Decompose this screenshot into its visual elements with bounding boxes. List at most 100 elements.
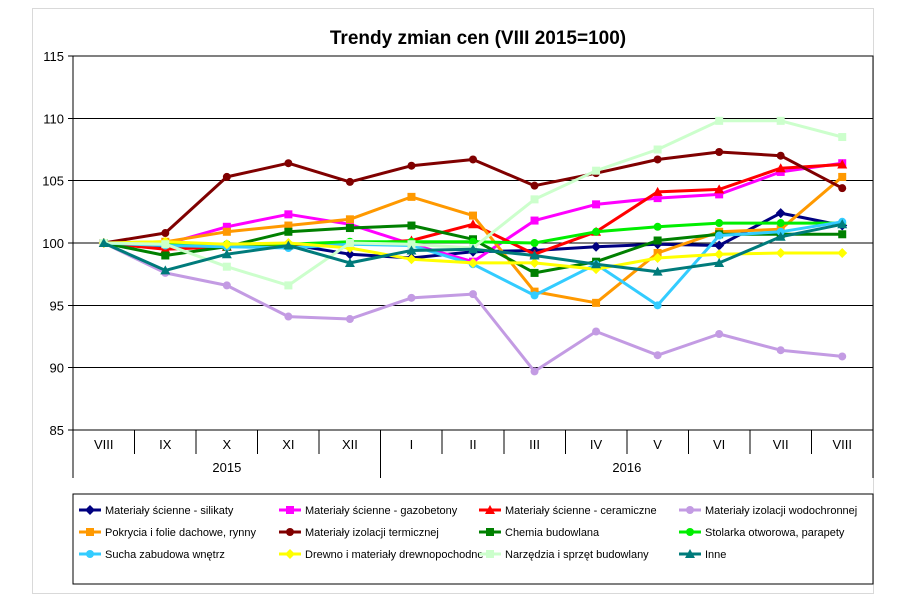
legend-swatch-marker bbox=[486, 528, 494, 536]
data-point-materialy-izolacji-wodochronnej bbox=[653, 351, 662, 360]
data-point-narzedzia-i-sprzet-budowlany bbox=[222, 262, 231, 271]
data-point-materialy-scienne-gazobetony bbox=[222, 222, 231, 231]
data-point-materialy-scienne-gazobetony bbox=[715, 190, 724, 199]
legend-label: Materiały ścienne - ceramiczne bbox=[505, 505, 657, 517]
legend-label: Narzędzia i sprzęt budowlany bbox=[505, 549, 649, 561]
data-point-materialy-scienne-gazobetony bbox=[592, 200, 601, 209]
data-point-materialy-scienne-ceramiczne bbox=[652, 186, 663, 196]
data-point-materialy-izolacji-wodochronnej bbox=[715, 330, 724, 339]
x-tick-label: XII bbox=[342, 437, 358, 452]
x-tick-label: V bbox=[653, 437, 662, 452]
y-tick-label: 110 bbox=[43, 111, 64, 126]
data-point-materialy-izolacji-termicznej bbox=[715, 147, 724, 156]
x-tick-label: IX bbox=[159, 437, 172, 452]
data-point-materialy-izolacji-wodochronnej bbox=[469, 290, 477, 299]
data-point-drewno-i-materialy-drewnopochodne bbox=[468, 257, 478, 268]
data-point-narzedzia-i-sprzet-budowlany bbox=[530, 195, 539, 204]
data-point-stolarka-otworowa-parapety bbox=[776, 219, 785, 228]
data-point-inne bbox=[468, 244, 478, 254]
legend-swatch-marker bbox=[686, 528, 694, 536]
data-point-inne bbox=[221, 249, 232, 259]
data-point-drewno-i-materialy-drewnopochodne bbox=[714, 249, 725, 260]
data-point-narzedzia-i-sprzet-budowlany bbox=[345, 239, 354, 247]
data-point-materialy-izolacji-wodochronnej bbox=[407, 293, 416, 302]
legend-entry-materialy-izolacji-wodochronnej: Materiały izolacji wodochronnej bbox=[679, 505, 857, 517]
data-point-materialy-izolacji-termicznej bbox=[222, 172, 231, 181]
legend-swatch-marker bbox=[485, 505, 495, 514]
y-tick-label: 100 bbox=[42, 236, 64, 251]
data-point-inne bbox=[775, 231, 786, 241]
data-point-materialy-scienne-silikaty bbox=[344, 249, 355, 260]
data-point-narzedzia-i-sprzet-budowlany bbox=[284, 281, 293, 290]
legend-swatch-marker bbox=[86, 550, 94, 558]
data-point-chemia-budowlana bbox=[284, 227, 293, 236]
data-point-inne bbox=[714, 257, 725, 267]
data-point-materialy-izolacji-wodochronnej bbox=[222, 281, 231, 290]
data-point-materialy-izolacji-wodochronnej bbox=[345, 315, 354, 324]
data-point-materialy-izolacji-wodochronnej bbox=[776, 346, 785, 355]
data-point-sucha-zabudowa-wnetrz bbox=[715, 231, 724, 240]
series-lines bbox=[98, 116, 848, 376]
x-tick-label: XI bbox=[282, 437, 294, 452]
data-point-chemia-budowlana bbox=[407, 221, 416, 230]
data-point-inne bbox=[283, 240, 294, 250]
y-tick-label: 115 bbox=[43, 49, 64, 64]
legend-swatch-marker bbox=[685, 549, 695, 558]
data-point-inne bbox=[98, 238, 109, 247]
x-tick-label: II bbox=[469, 437, 476, 452]
data-point-inne bbox=[652, 266, 663, 276]
data-point-drewno-i-materialy-drewnopochodne bbox=[406, 254, 417, 265]
legend-swatch-marker bbox=[686, 506, 694, 514]
data-point-drewno-i-materialy-drewnopochodne bbox=[775, 247, 786, 258]
legend-swatch-marker bbox=[86, 528, 94, 536]
data-point-materialy-scienne-silikaty bbox=[591, 241, 602, 252]
data-point-pokrycia-i-folie-dachowe-rynny bbox=[592, 298, 601, 307]
legend-swatch-marker bbox=[286, 506, 294, 514]
legend-swatch-marker bbox=[286, 528, 294, 536]
data-point-inne bbox=[591, 259, 602, 269]
series-materialy-izolacji-wodochronnej bbox=[99, 239, 847, 376]
data-point-drewno-i-materialy-drewnopochodne bbox=[221, 239, 232, 250]
data-point-materialy-izolacji-termicznej bbox=[161, 229, 170, 238]
legend-entry-materialy-scienne-silikaty: Materiały ścienne - silikaty bbox=[79, 505, 234, 517]
data-point-narzedzia-i-sprzet-budowlany bbox=[592, 166, 601, 175]
data-point-narzedzia-i-sprzet-budowlany bbox=[776, 116, 785, 125]
y-tick-label: 85 bbox=[50, 423, 64, 438]
data-point-materialy-scienne-ceramiczne bbox=[468, 219, 478, 229]
data-point-materialy-scienne-ceramiczne bbox=[714, 184, 725, 194]
x-tick-label: VII bbox=[773, 437, 789, 452]
data-point-chemia-budowlana bbox=[653, 236, 662, 245]
legend-label: Stolarka otworowa, parapety bbox=[705, 527, 845, 539]
y-tick-label: 95 bbox=[50, 298, 64, 313]
data-point-materialy-scienne-gazobetony bbox=[653, 194, 662, 203]
legend-entry-stolarka-otworowa-parapety: Stolarka otworowa, parapety bbox=[679, 527, 845, 539]
data-point-sucha-zabudowa-wnetrz bbox=[530, 291, 539, 300]
data-point-materialy-izolacji-wodochronnej bbox=[838, 352, 847, 361]
data-point-materialy-izolacji-wodochronnej bbox=[530, 367, 539, 376]
data-point-materialy-izolacji-termicznej bbox=[838, 184, 847, 193]
legend-entry-materialy-izolacji-termicznej: Materiały izolacji termicznej bbox=[279, 527, 439, 539]
legend-label: Drewno i materiały drewnopochodne bbox=[305, 549, 484, 561]
legend-swatch-marker bbox=[486, 550, 494, 558]
y-tick-label: 90 bbox=[50, 361, 64, 376]
legend-entry-chemia-budowlana: Chemia budowlana bbox=[479, 527, 600, 539]
data-point-materialy-izolacji-termicznej bbox=[407, 161, 416, 170]
data-point-materialy-izolacji-termicznej bbox=[530, 181, 539, 190]
legend-label: Materiały izolacji wodochronnej bbox=[705, 505, 857, 517]
data-point-chemia-budowlana bbox=[161, 251, 170, 260]
legend-entry-inne: Inne bbox=[679, 549, 726, 561]
data-point-materialy-izolacji-termicznej bbox=[776, 151, 785, 160]
data-point-drewno-i-materialy-drewnopochodne bbox=[837, 247, 848, 258]
legend-label: Sucha zabudowa wnętrz bbox=[105, 549, 225, 561]
x-tick-label: X bbox=[223, 437, 232, 452]
data-point-materialy-scienne-gazobetony bbox=[284, 210, 293, 219]
year-label: 2016 bbox=[612, 460, 641, 475]
data-point-chemia-budowlana bbox=[838, 230, 847, 239]
data-point-stolarka-otworowa-parapety bbox=[530, 239, 539, 247]
data-point-inne bbox=[344, 257, 355, 267]
data-point-inne bbox=[406, 245, 417, 255]
data-point-narzedzia-i-sprzet-budowlany bbox=[161, 240, 170, 249]
